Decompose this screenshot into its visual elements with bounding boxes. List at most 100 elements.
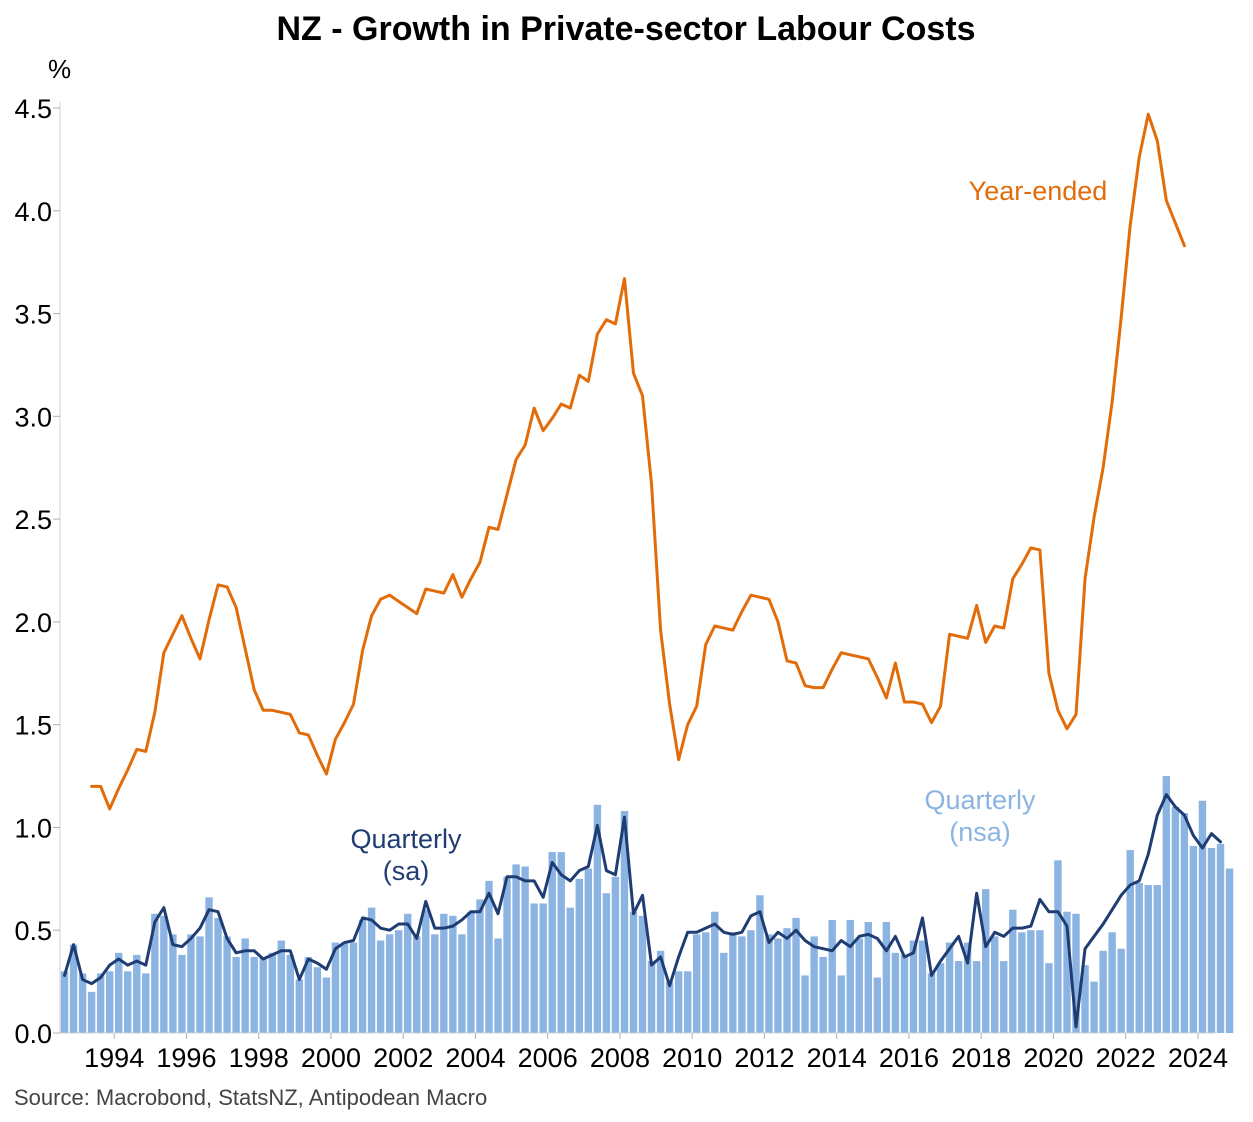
axes: 0.0 0.5 1.0 1.5 2.0 2.5 3.0 3.5 4.0 4.5 1994 1996 19… [14,94,1228,1073]
bar [765,934,773,1033]
bar [69,944,78,1033]
bar [358,919,367,1033]
bar [1099,950,1107,1033]
bar [1207,848,1216,1033]
bar [1153,885,1161,1033]
bar [729,932,737,1033]
x-tick-label: 2022 [1096,1043,1156,1073]
bar [87,991,96,1033]
bar [340,942,349,1033]
bar [909,940,918,1033]
bar [810,936,818,1033]
bar [196,936,204,1033]
y-tick-label: 3.5 [14,300,52,330]
line-quarterly-sa [63,793,1223,1029]
bar [1063,911,1071,1033]
bar [1036,930,1044,1033]
bar [900,954,909,1033]
bar [954,961,963,1033]
bar [124,971,132,1033]
series-label-line: Year-ended [969,176,1108,206]
bar [647,961,656,1033]
bar [1189,845,1198,1033]
series-label-quarterly-sa: Quarterly (sa) [350,824,462,886]
bar [476,899,484,1033]
bar [819,956,827,1033]
bar [187,934,195,1033]
bar [96,973,105,1033]
bar [422,909,430,1033]
line-series [63,112,1223,1029]
bar [169,934,177,1033]
bar [575,878,583,1033]
bar [1180,813,1189,1033]
bar [702,932,710,1033]
bar [512,864,520,1033]
bar [1090,981,1098,1033]
bar [385,934,394,1033]
bar [539,903,547,1033]
bar [232,956,240,1033]
bar [1162,776,1171,1033]
bar [837,975,845,1033]
bar [367,907,376,1033]
bar [115,952,123,1033]
bar [142,973,150,1033]
bar [711,911,719,1033]
bar [1045,963,1053,1033]
bar [918,940,927,1033]
bar [683,971,692,1033]
x-tick-label: 2024 [1168,1043,1228,1073]
bar [864,922,872,1033]
x-tick-label: 2016 [879,1043,939,1073]
bar [521,866,529,1033]
bar [602,893,611,1033]
bar [449,915,457,1033]
y-tick-label: 2.0 [14,608,52,638]
bar [1117,948,1125,1033]
bar [250,956,258,1033]
bar [304,956,313,1033]
bar [756,895,764,1033]
bar [458,934,466,1033]
series-label-line: Quarterly [350,824,462,854]
bar [503,876,511,1033]
bar [1126,850,1134,1033]
bar [557,852,565,1033]
bar [241,938,249,1033]
bar [656,950,665,1033]
bar [972,961,981,1033]
y-tick-label: 0.0 [14,1019,52,1049]
bar [259,956,267,1033]
bar [774,938,782,1033]
x-tick-label: 1996 [156,1043,216,1073]
x-tick-label: 2020 [1023,1043,1083,1073]
bar [1108,932,1116,1033]
source-note: Source: Macrobond, StatsNZ, Antipodean M… [14,1085,487,1110]
x-tick-label: 2012 [734,1043,794,1073]
bar [945,942,954,1033]
bar [295,979,304,1033]
series-label-line: (nsa) [949,817,1011,847]
bar [891,952,900,1033]
bar [277,940,285,1033]
series-label-line: Quarterly [924,785,1036,815]
bar [674,971,683,1033]
bar [1144,885,1152,1033]
bar [485,880,493,1033]
bar [927,973,936,1033]
y-tick-label: 2.5 [14,505,52,535]
bar [151,913,159,1033]
bar [178,954,186,1033]
bar [133,954,141,1033]
bar [566,907,574,1033]
bar [747,930,755,1033]
series-label-quarterly-nsa: Quarterly (nsa) [924,785,1036,847]
bar [792,917,800,1033]
bar-series-quarterly-nsa [60,776,1234,1033]
x-tick-label: 2006 [518,1043,578,1073]
bar [331,942,340,1033]
bar [584,868,593,1033]
bar [982,889,990,1033]
